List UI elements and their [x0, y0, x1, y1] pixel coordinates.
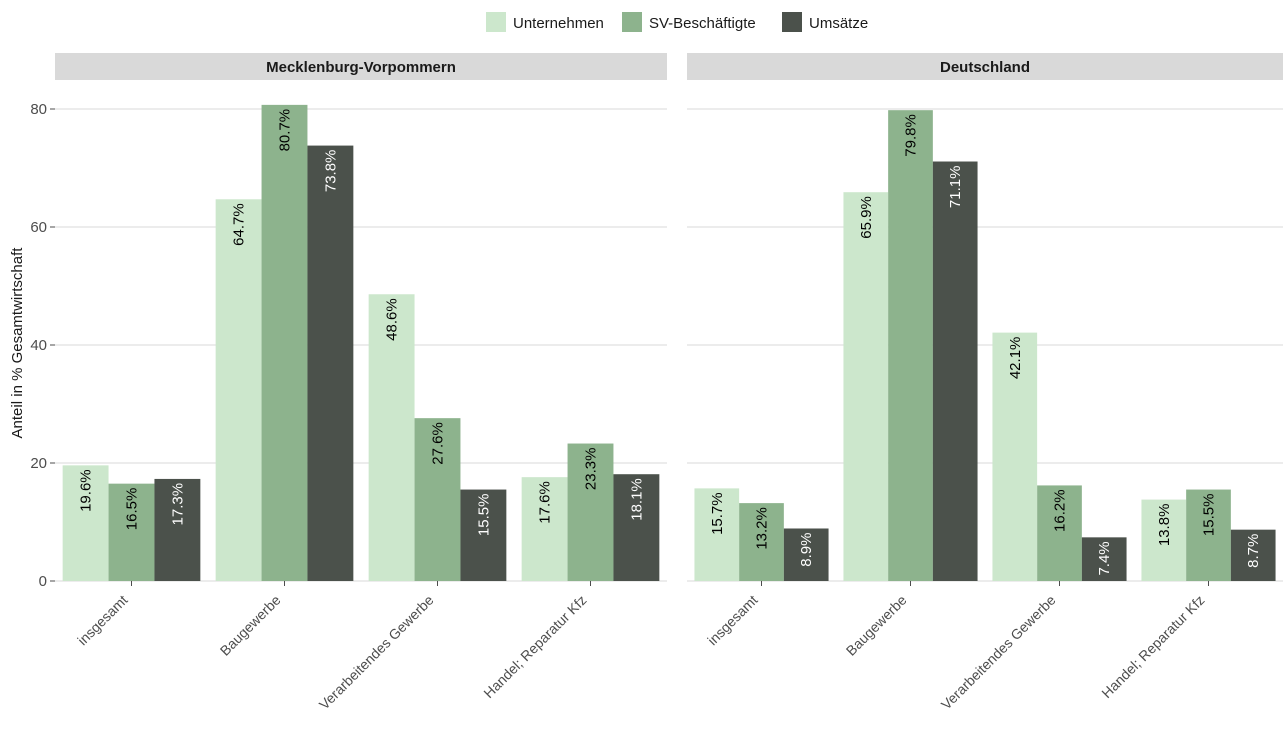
bar-data-label: 17.3% [169, 483, 186, 526]
y-tick-label: 80 [30, 101, 47, 118]
y-tick-label: 0 [39, 573, 47, 590]
legend-swatch [622, 12, 642, 32]
bar [154, 478, 201, 581]
bar-data-label: 42.1% [1007, 337, 1024, 380]
legend-swatch [486, 12, 506, 32]
bar [1186, 489, 1231, 581]
bar-data-label: 23.3% [583, 448, 600, 491]
bar-data-label: 19.6% [78, 469, 95, 512]
x-tick-label: Baugewerbe [217, 592, 284, 659]
panel-2: Deutschland 15.7% 13.2% 8.9% insgesamt 65.9% 7… [687, 53, 1283, 713]
x-tick-label: Verarbeitendes Gewerbe [938, 592, 1059, 713]
bar-data-label: 16.2% [1052, 489, 1069, 532]
bar-data-label: 13.8% [1156, 504, 1173, 547]
bar [1141, 499, 1187, 581]
bar [1230, 529, 1276, 581]
bar [843, 192, 889, 581]
x-tick-label: insgesamt [704, 592, 761, 649]
y-axis-title: Anteil in % Gesamtwirtschaft [9, 247, 26, 439]
y-tick-label: 60 [30, 219, 47, 236]
bar [613, 474, 660, 581]
bar-data-label: 13.2% [754, 507, 771, 550]
panel-strip [687, 53, 1283, 80]
bar [307, 145, 354, 581]
bar [992, 332, 1038, 581]
bar-data-label: 7.4% [1096, 541, 1113, 575]
legend-label: Umsätze [809, 15, 868, 32]
bar [108, 483, 155, 581]
bar-data-label: 16.5% [124, 488, 141, 531]
bar-data-label: 17.6% [537, 481, 554, 524]
x-tick-label: Handel; Reparatur Kfz [480, 592, 589, 701]
bar [368, 294, 415, 581]
y-tick-label: 40 [30, 337, 47, 354]
panel-title: Deutschland [940, 59, 1030, 76]
panel-1: Mecklenburg-Vorpommern 0 20 40 60 80 19.6% 16.5… [30, 53, 667, 713]
x-tick-label: Verarbeitendes Gewerbe [316, 592, 437, 713]
bar [1037, 485, 1082, 581]
legend-label: SV-Beschäftigte [649, 15, 756, 32]
legend-swatch [782, 12, 802, 32]
bar [1081, 537, 1127, 581]
y-tick-label: 20 [30, 455, 47, 472]
bar-data-label: 15.5% [475, 494, 492, 537]
bar-data-label: 15.5% [1201, 494, 1218, 537]
bar [521, 477, 568, 581]
bar-data-label: 27.6% [430, 422, 447, 465]
panels: Mecklenburg-Vorpommern 0 20 40 60 80 19.6% 16.5… [30, 53, 1283, 713]
panel-title: Mecklenburg-Vorpommern [266, 59, 456, 76]
legend-item-3: Umsätze [782, 12, 868, 32]
bar [888, 110, 933, 582]
bar-data-label: 79.8% [903, 114, 920, 157]
bar-data-label: 15.7% [709, 492, 726, 535]
bar-data-label: 8.7% [1245, 534, 1262, 568]
bar-data-label: 18.1% [628, 478, 645, 521]
bar [62, 465, 109, 581]
bar [694, 488, 740, 581]
legend-item-2: SV-Beschäftigte [622, 12, 756, 32]
bar-data-label: 48.6% [384, 298, 401, 341]
bar-data-label: 65.9% [858, 196, 875, 239]
bar-data-label: 64.7% [231, 203, 248, 246]
bar [783, 528, 829, 581]
panel-strip [55, 53, 667, 80]
legend: Unternehmen SV-Beschäftigte Umsätze [486, 12, 868, 32]
bar [739, 503, 784, 581]
bar [460, 489, 507, 581]
bar-data-label: 8.9% [798, 532, 815, 566]
x-tick-label: Handel; Reparatur Kfz [1098, 592, 1207, 701]
bar [261, 104, 308, 582]
legend-item-1: Unternehmen [486, 12, 604, 32]
bar [932, 161, 978, 581]
bar-data-label: 80.7% [277, 109, 294, 152]
bar [567, 443, 614, 581]
x-tick-label: Baugewerbe [843, 592, 910, 659]
bar-data-label: 73.8% [322, 150, 339, 193]
x-tick-label: insgesamt [74, 592, 131, 649]
bar [414, 418, 461, 581]
bar-data-label: 71.1% [947, 166, 964, 209]
legend-label: Unternehmen [513, 15, 604, 32]
bar [215, 199, 262, 581]
